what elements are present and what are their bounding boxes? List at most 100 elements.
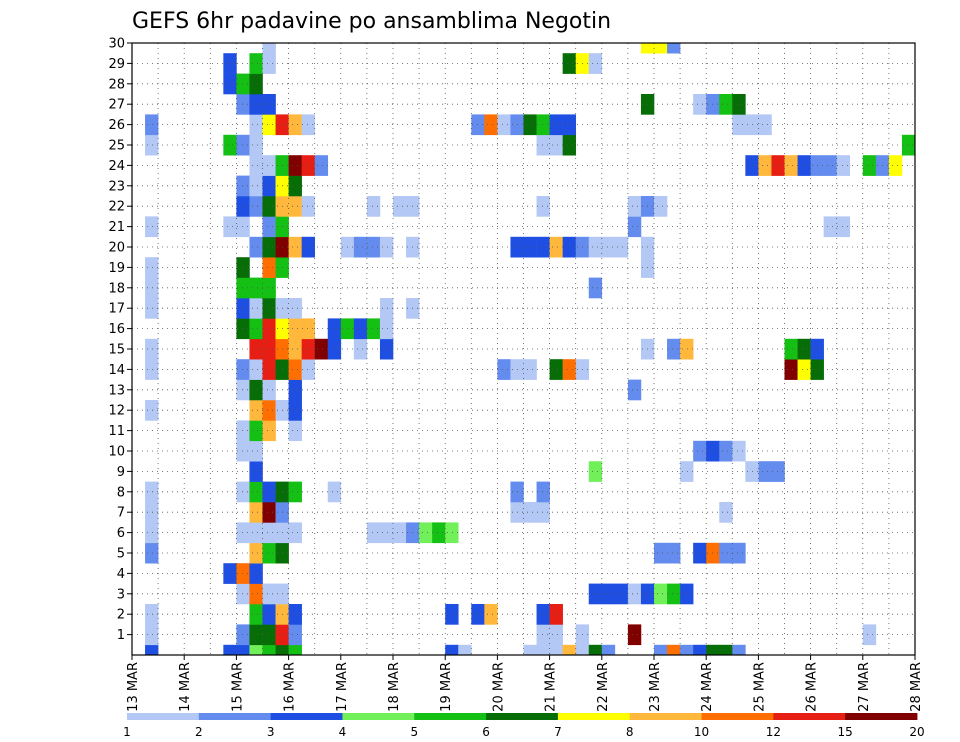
- heatmap-cell: [301, 318, 315, 340]
- heatmap-cell: [706, 644, 720, 656]
- heatmap-cell: [327, 318, 342, 340]
- heatmap-cell: [627, 216, 642, 238]
- heatmap-cell: [262, 94, 276, 115]
- heatmap-cell: [262, 318, 276, 340]
- heatmap-cell: [667, 43, 681, 54]
- plot-frame: [131, 42, 916, 656]
- heatmap-cell: [562, 236, 576, 258]
- y-tick-label: 16: [108, 322, 125, 337]
- heatmap-cell: [288, 236, 302, 258]
- heatmap-cell: [249, 624, 263, 646]
- x-axis-ticks: 13 MAR 14 MAR 15 MAR 16 MAR 17 MAR 18 MAR 19 M…: [126, 655, 924, 712]
- heatmap-cell: [719, 542, 733, 564]
- heatmap-cell: [614, 583, 629, 605]
- heatmap-cell: [497, 114, 511, 136]
- y-tick-label: 8: [117, 485, 125, 500]
- heatmap-cell: [262, 277, 276, 299]
- y-tick-label: 12: [108, 404, 125, 419]
- heatmap-cell: [288, 420, 302, 442]
- heatmap-cell: [523, 114, 537, 136]
- heatmap-cell: [862, 624, 877, 646]
- heatmap-cell: [680, 461, 694, 482]
- heatmap-cell: [732, 542, 746, 564]
- heatmap-cell: [288, 114, 302, 136]
- y-tick-label: 11: [108, 424, 125, 439]
- heatmap-cell: [654, 644, 668, 656]
- heatmap-cell: [145, 257, 159, 278]
- heatmap-cell: [236, 257, 250, 278]
- heatmap-cell: [288, 359, 302, 380]
- heatmap-cell: [145, 604, 159, 625]
- heatmap-cell: [262, 216, 276, 238]
- heatmap-cell: [249, 73, 263, 95]
- heatmap-cell: [393, 196, 407, 217]
- heatmap-cell: [249, 644, 263, 656]
- y-tick-label: 23: [108, 179, 125, 194]
- heatmap-cell: [379, 522, 394, 544]
- heatmap-cell: [249, 400, 263, 421]
- heatmap-cell: [145, 359, 159, 380]
- heatmap-cell: [236, 644, 250, 656]
- heatmap-cell: [654, 542, 668, 564]
- x-tick-label: 28 MAR: [909, 662, 924, 712]
- heatmap-cell: [379, 318, 394, 340]
- heatmap-cell: [562, 53, 576, 74]
- heatmap-cell: [458, 644, 472, 656]
- chart-title: GEFS 6hr padavine po ansamblima Negotin: [132, 9, 611, 34]
- heatmap-cell: [262, 155, 276, 176]
- heatmap-cell: [145, 134, 159, 156]
- heatmap-cell: [680, 583, 694, 605]
- heatmap-cell: [249, 196, 263, 217]
- heatmap-cell: [758, 114, 772, 136]
- heatmap-cell: [601, 583, 616, 605]
- heatmap-cell: [654, 196, 668, 217]
- heatmap-cell: [732, 114, 746, 136]
- heatmap-cell: [223, 644, 237, 656]
- heatmap-cell: [288, 604, 302, 625]
- heatmap-cell: [366, 236, 381, 258]
- heatmap-cell: [262, 298, 276, 319]
- colorbar-label: 3: [267, 725, 275, 739]
- heatmap-cell: [262, 481, 276, 503]
- heatmap-cell: [145, 542, 159, 564]
- heatmap-cell: [249, 155, 263, 176]
- colorbar-swatch: [773, 713, 846, 720]
- heatmap-cell: [314, 155, 329, 176]
- heatmap-cell: [536, 134, 550, 156]
- heatmap-cell: [549, 359, 563, 380]
- heatmap-cell: [536, 624, 550, 646]
- heatmap-cell: [823, 216, 837, 238]
- heatmap-cell: [236, 481, 250, 503]
- heatmap-cell: [249, 461, 263, 482]
- heatmap-cell: [145, 338, 159, 360]
- heatmap-cell: [536, 502, 550, 523]
- colorbar-swatch: [342, 713, 415, 720]
- heatmap-cell: [262, 175, 276, 197]
- heatmap-cell: [223, 216, 237, 238]
- heatmap-cell: [719, 644, 733, 656]
- heatmap-cell: [771, 461, 785, 482]
- heatmap-cell: [236, 359, 250, 380]
- heatmap-cell: [288, 298, 302, 319]
- heatmap-cell: [223, 134, 237, 156]
- y-tick-label: 2: [117, 608, 125, 623]
- heatmap-cell: [445, 604, 459, 625]
- heatmap-cell: [236, 420, 250, 442]
- heatmap-cell: [836, 216, 851, 238]
- heatmap-cell: [366, 318, 381, 340]
- colorbar-swatch: [127, 713, 200, 720]
- heatmap-cell: [614, 236, 629, 258]
- heatmap-cell: [536, 196, 550, 217]
- heatmap-cell: [588, 277, 603, 299]
- heatmap-cell: [262, 338, 276, 360]
- heatmap-cells: [145, 43, 916, 656]
- colorbar-swatch: [270, 713, 343, 720]
- heatmap-cell: [236, 563, 250, 584]
- heatmap-cell: [536, 114, 550, 136]
- heatmap-cell: [288, 400, 302, 421]
- y-tick-label: 24: [108, 159, 125, 174]
- heatmap-cell: [888, 155, 903, 176]
- x-tick-label: 21 MAR: [544, 662, 559, 712]
- colorbar: 1 2 3 4 5 6 7 8 10 12 15 20: [123, 713, 925, 739]
- x-tick-label: 26 MAR: [805, 662, 820, 712]
